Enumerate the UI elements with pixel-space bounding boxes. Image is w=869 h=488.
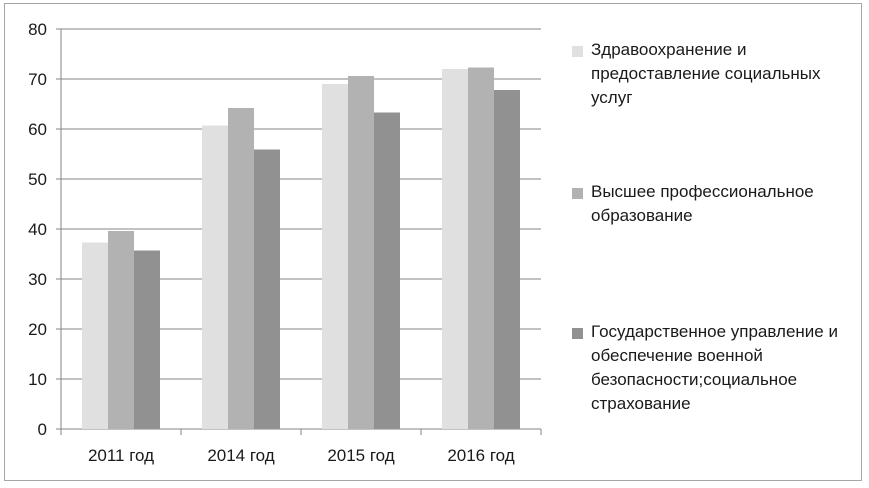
bar-series2-cat1: [254, 149, 280, 429]
bar-series1-cat3: [468, 67, 494, 429]
bar-series1-cat0: [108, 231, 134, 429]
legend-label-healthcare: Здравоохранение и предоставление социаль…: [591, 40, 821, 107]
y-tick-label-50: 50: [28, 170, 47, 189]
y-tick-label-0: 0: [38, 420, 47, 439]
bar-series0-cat2: [322, 84, 348, 429]
x-tick-label-1: 2014 год: [207, 446, 274, 465]
y-tick-label-40: 40: [28, 220, 47, 239]
bar-series1-cat2: [348, 76, 374, 429]
bar-series0-cat1: [202, 125, 228, 429]
y-tick-label-10: 10: [28, 370, 47, 389]
legend-swatch-healthcare: [572, 46, 583, 57]
x-tick-label-0: 2011 год: [88, 446, 154, 465]
y-tick-label-70: 70: [28, 70, 47, 89]
bar-series1-cat1: [228, 108, 254, 429]
bar-series0-cat0: [82, 242, 108, 429]
x-tick-label-3: 2016 год: [447, 446, 514, 465]
y-tick-label-60: 60: [28, 120, 47, 139]
y-tick-label-20: 20: [28, 320, 47, 339]
legend-swatch-higher-education: [572, 188, 583, 199]
x-tick-label-2: 2015 год: [327, 446, 394, 465]
bar-series2-cat3: [494, 90, 520, 429]
y-tick-label-30: 30: [28, 270, 47, 289]
legend-swatch-public-administration: [572, 328, 583, 339]
legend-label-higher-education: Высшее профессиональное образование: [591, 182, 814, 225]
legend-label-public-administration: Государственное управление и обеспечение…: [591, 322, 838, 413]
bar-series0-cat3: [442, 69, 468, 429]
y-tick-label-80: 80: [28, 20, 47, 39]
bar-series2-cat0: [134, 250, 160, 429]
bar-series2-cat2: [374, 112, 400, 429]
